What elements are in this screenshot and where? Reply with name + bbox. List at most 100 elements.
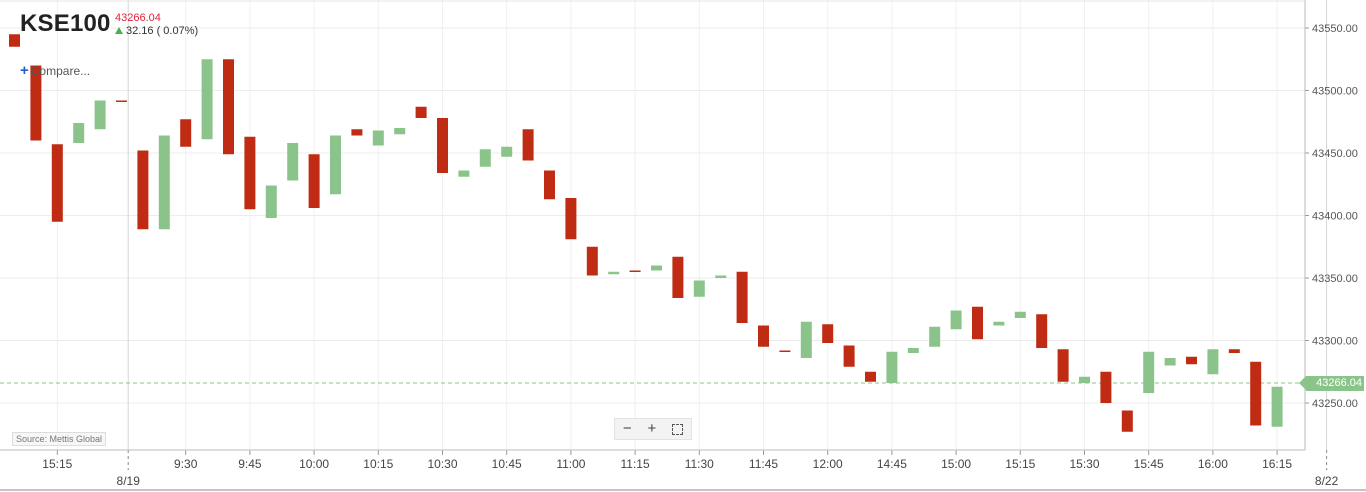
candle bbox=[116, 100, 127, 102]
candle bbox=[608, 271, 620, 275]
x-tick-label: 11:15 bbox=[621, 457, 650, 471]
x-tick-label: 16:00 bbox=[1198, 457, 1228, 471]
y-tick-label: 43550.00 bbox=[1312, 23, 1358, 35]
x-tick-label: 15:15 bbox=[42, 457, 72, 471]
candle bbox=[907, 348, 919, 353]
candle bbox=[1036, 314, 1048, 348]
x-tick-label: 15:15 bbox=[1005, 457, 1035, 471]
candle bbox=[522, 129, 534, 161]
y-tick-label: 43250.00 bbox=[1312, 398, 1358, 410]
x-tick-label: 11:00 bbox=[556, 457, 585, 471]
zoom-out-button[interactable]: − bbox=[622, 420, 632, 437]
x-tick-label: 15:30 bbox=[1069, 457, 1099, 471]
candle bbox=[972, 306, 983, 340]
candle bbox=[693, 280, 705, 297]
candle bbox=[993, 321, 1005, 326]
ticker-symbol: KSE100 bbox=[20, 10, 111, 37]
candle bbox=[1143, 351, 1155, 393]
candle bbox=[223, 59, 234, 155]
x-tick-label: 11:45 bbox=[749, 457, 778, 471]
candle bbox=[865, 371, 876, 382]
price-change: 32.16 ( 0.07%) bbox=[115, 25, 198, 37]
candle bbox=[265, 185, 277, 218]
last-price-tag: 43266.04 bbox=[1299, 376, 1364, 391]
candle bbox=[715, 275, 727, 278]
candle bbox=[201, 59, 213, 140]
x-tick-label: 10:30 bbox=[427, 457, 457, 471]
x-tick-label: 15:00 bbox=[941, 457, 971, 471]
y-tick-label: 43450.00 bbox=[1312, 148, 1358, 160]
candle bbox=[779, 350, 791, 352]
candle bbox=[736, 271, 748, 323]
candle bbox=[929, 326, 941, 347]
x-tick-label: 10:45 bbox=[492, 457, 522, 471]
last-price: 43266.04 bbox=[115, 12, 161, 24]
candle bbox=[629, 270, 641, 272]
candle bbox=[137, 150, 149, 230]
compare-button[interactable]: + Compare... bbox=[20, 62, 90, 79]
chart-header: KSE100 bbox=[20, 10, 111, 38]
candle bbox=[565, 198, 577, 240]
candle bbox=[822, 324, 834, 343]
candles bbox=[9, 34, 1283, 432]
x-tick-label: 9:30 bbox=[174, 457, 198, 471]
candle bbox=[886, 351, 898, 383]
candle bbox=[651, 265, 662, 271]
candle bbox=[415, 106, 427, 118]
candle bbox=[843, 345, 855, 367]
x-tick-label: 14:45 bbox=[877, 457, 907, 471]
candle bbox=[437, 118, 448, 173]
candle bbox=[586, 246, 598, 276]
candle bbox=[1250, 361, 1262, 426]
fullscreen-icon[interactable] bbox=[672, 423, 684, 435]
candle bbox=[458, 170, 470, 177]
candle bbox=[950, 310, 962, 330]
candle bbox=[1014, 311, 1026, 318]
candle bbox=[1228, 349, 1240, 353]
x-tick-label: 12:00 bbox=[813, 457, 843, 471]
candle bbox=[30, 65, 42, 141]
x-tick-label: 11:30 bbox=[685, 457, 714, 471]
candle bbox=[479, 149, 491, 167]
candle bbox=[1207, 349, 1219, 375]
arrow-up-icon bbox=[115, 27, 123, 34]
candle bbox=[758, 325, 769, 347]
y-tick-label: 43300.00 bbox=[1312, 336, 1358, 348]
candle bbox=[1121, 410, 1133, 432]
candle bbox=[287, 143, 299, 181]
x-tick-label: 15:45 bbox=[1134, 457, 1164, 471]
price-change-value: 32.16 ( 0.07%) bbox=[126, 25, 199, 37]
candle bbox=[1057, 349, 1069, 382]
x-tick-label: 9:45 bbox=[238, 457, 262, 471]
candle bbox=[800, 321, 812, 358]
candle bbox=[1100, 371, 1112, 403]
candle bbox=[9, 34, 20, 47]
x-tick-label: 16:15 bbox=[1262, 457, 1292, 471]
zoom-controls: − + bbox=[614, 418, 692, 440]
date-label: 8/19 bbox=[117, 474, 141, 488]
candle bbox=[501, 146, 513, 157]
compare-label: Compare... bbox=[30, 64, 91, 78]
candle bbox=[94, 100, 106, 130]
candle bbox=[351, 129, 363, 136]
candle bbox=[1164, 358, 1176, 366]
chart-grid bbox=[0, 0, 1328, 450]
date-label: 8/22 bbox=[1315, 474, 1339, 488]
candle bbox=[73, 123, 85, 143]
candle bbox=[1271, 386, 1283, 427]
y-tick-label: 43400.00 bbox=[1312, 211, 1358, 223]
candle bbox=[51, 144, 63, 222]
candle bbox=[544, 170, 555, 200]
candle bbox=[672, 256, 684, 298]
candle bbox=[244, 136, 256, 210]
candle bbox=[1186, 356, 1197, 365]
candle bbox=[158, 135, 170, 230]
source-label: Source: Mettis Global bbox=[12, 432, 107, 446]
x-tick-label: 10:15 bbox=[363, 457, 393, 471]
candle bbox=[330, 135, 341, 195]
x-tick-label: 10:00 bbox=[299, 457, 329, 471]
zoom-in-button[interactable]: + bbox=[647, 420, 657, 437]
y-tick-label: 43500.00 bbox=[1312, 86, 1358, 98]
